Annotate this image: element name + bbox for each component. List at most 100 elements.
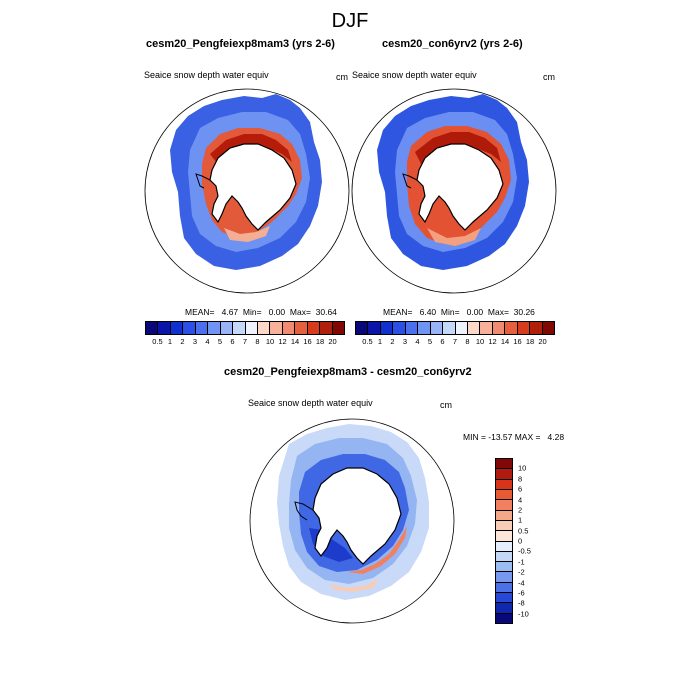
colorbar-swatch xyxy=(496,603,512,614)
panel1-colorbar xyxy=(145,321,345,335)
colorbar-tick-label: 8 xyxy=(255,337,260,346)
colorbar-tick-label: 3 xyxy=(192,337,198,346)
antarctic-peninsula xyxy=(294,501,314,521)
colorbar-tick-label: -10 xyxy=(518,609,529,619)
colorbar-tick-label: 6 xyxy=(230,337,235,346)
colorbar-tick-label: 10 xyxy=(518,463,527,473)
colorbar-tick-label: 20 xyxy=(328,337,337,346)
antarctic-peninsula xyxy=(402,173,418,189)
diff-panel-map xyxy=(249,418,455,624)
colorbar-swatch xyxy=(220,322,234,334)
colorbar-tick-label: 18 xyxy=(525,337,535,346)
colorbar-tick-label: 1 xyxy=(377,337,383,346)
colorbar-tick-label: 20 xyxy=(538,337,547,346)
colorbar-tick-label: 7 xyxy=(242,337,248,346)
antarctica-continent xyxy=(416,143,504,231)
panel2-stats: MEAN= 6.40 Min= 0.00 Max= 30.26 xyxy=(383,307,535,317)
colorbar-tick-label: 12 xyxy=(278,337,287,346)
diff-positive-coastal xyxy=(347,526,407,574)
colorbar-tick-label: 2 xyxy=(518,505,523,515)
panel1-units: cm xyxy=(336,72,348,82)
colorbar-swatch xyxy=(320,322,333,334)
colorbar-swatch xyxy=(496,510,512,521)
colorbar-swatch xyxy=(496,520,512,532)
panel1-map xyxy=(144,88,350,294)
diff-panel-stats: MIN = -13.57 MAX = 4.28 xyxy=(463,432,565,442)
colorbar-tick-label: 14 xyxy=(500,337,510,346)
colorbar-tick-label: 0.5 xyxy=(362,337,373,346)
colorbar-swatch xyxy=(430,322,444,334)
colorbar-swatch xyxy=(496,541,512,552)
diff-colorbar xyxy=(495,458,513,624)
colorbar-swatch xyxy=(332,322,344,334)
colorbar-swatch xyxy=(496,562,512,573)
season-title: DJF xyxy=(331,10,369,32)
panel2-colorbar-ticks: 0.5 1 2 3 4 5 6 7 8 10 12 14 16 18 20 xyxy=(355,337,553,347)
colorbar-swatch xyxy=(505,322,518,334)
colorbar-swatch xyxy=(496,531,512,542)
colorbar-swatch xyxy=(496,479,512,490)
colorbar-tick-label: 1 xyxy=(167,337,173,346)
panel1-title: cesm20_Pengfeiexp8mam3 (yrs 2-6) xyxy=(146,38,335,50)
colorbar-swatch xyxy=(282,322,296,334)
diff-panel-variable: Seaice snow depth water equiv xyxy=(248,398,373,408)
panel2-title: cesm20_con6yrv2 (yrs 2-6) xyxy=(382,38,523,50)
colorbar-swatch xyxy=(356,322,369,334)
colorbar-tick-label: 7 xyxy=(452,337,458,346)
colorbar-tick-label: 0 xyxy=(518,536,523,546)
panel2-map xyxy=(351,88,557,294)
diff-panel-title: cesm20_Pengfeiexp8mam3 - cesm20_con6yrv2 xyxy=(224,366,472,378)
antarctica-continent xyxy=(312,467,402,565)
sea-ice-pale-fringe xyxy=(224,226,270,242)
colorbar-swatch xyxy=(245,322,258,334)
colorbar-swatch xyxy=(496,489,512,501)
colorbar-swatch xyxy=(183,322,196,334)
colorbar-tick-label: 10 xyxy=(265,337,275,346)
colorbar-swatch xyxy=(492,322,506,334)
colorbar-tick-label: 2 xyxy=(390,337,395,346)
panel1-variable: Seaice snow depth water equiv xyxy=(144,70,269,80)
colorbar-tick-label: -6 xyxy=(518,588,525,598)
colorbar-tick-label: 4 xyxy=(518,495,523,504)
sea-ice-coastal-peak xyxy=(210,134,292,162)
colorbar-swatch xyxy=(307,322,321,334)
colorbar-swatch xyxy=(496,459,512,470)
diff-panel-units: cm xyxy=(440,400,452,410)
diff-colorbar-ticks: 10 8 6 4 2 1 0.5 0 -0.5 -1 -2 -4 -6 -8 -10 xyxy=(518,458,558,622)
colorbar-tick-label: 6 xyxy=(518,484,523,494)
diff-positive-outer xyxy=(329,578,379,592)
colorbar-tick-label: -4 xyxy=(518,578,525,587)
colorbar-tick-label: 0.5 xyxy=(152,337,163,346)
colorbar-swatch xyxy=(480,322,493,334)
colorbar-swatch xyxy=(270,322,283,334)
colorbar-swatch xyxy=(257,322,271,334)
colorbar-swatch xyxy=(496,613,512,623)
colorbar-tick-label: 4 xyxy=(415,337,420,346)
colorbar-tick-label: -0.5 xyxy=(518,546,531,556)
colorbar-swatch xyxy=(467,322,481,334)
colorbar-tick-label: -8 xyxy=(518,598,525,608)
colorbar-swatch xyxy=(368,322,381,334)
colorbar-swatch xyxy=(455,322,468,334)
colorbar-swatch xyxy=(295,322,308,334)
colorbar-swatch xyxy=(496,572,512,583)
colorbar-tick-label: 14 xyxy=(290,337,300,346)
colorbar-swatch xyxy=(158,322,171,334)
colorbar-swatch xyxy=(418,322,431,334)
colorbar-tick-label: 16 xyxy=(303,337,312,346)
colorbar-swatch xyxy=(208,322,221,334)
colorbar-tick-label: 8 xyxy=(518,474,523,484)
colorbar-tick-label: -2 xyxy=(518,567,525,577)
colorbar-swatch xyxy=(542,322,554,334)
colorbar-swatch xyxy=(496,469,512,480)
colorbar-swatch xyxy=(496,500,512,511)
sea-ice-coastal-peak xyxy=(415,132,501,164)
antarctic-peninsula xyxy=(195,173,211,189)
panel2-units: cm xyxy=(543,72,555,82)
colorbar-tick-label: -1 xyxy=(518,557,525,567)
colorbar-tick-label: 1 xyxy=(518,515,523,525)
colorbar-tick-label: 5 xyxy=(217,337,223,346)
antarctica-continent xyxy=(209,143,297,231)
colorbar-swatch xyxy=(146,322,159,334)
colorbar-swatch xyxy=(517,322,531,334)
